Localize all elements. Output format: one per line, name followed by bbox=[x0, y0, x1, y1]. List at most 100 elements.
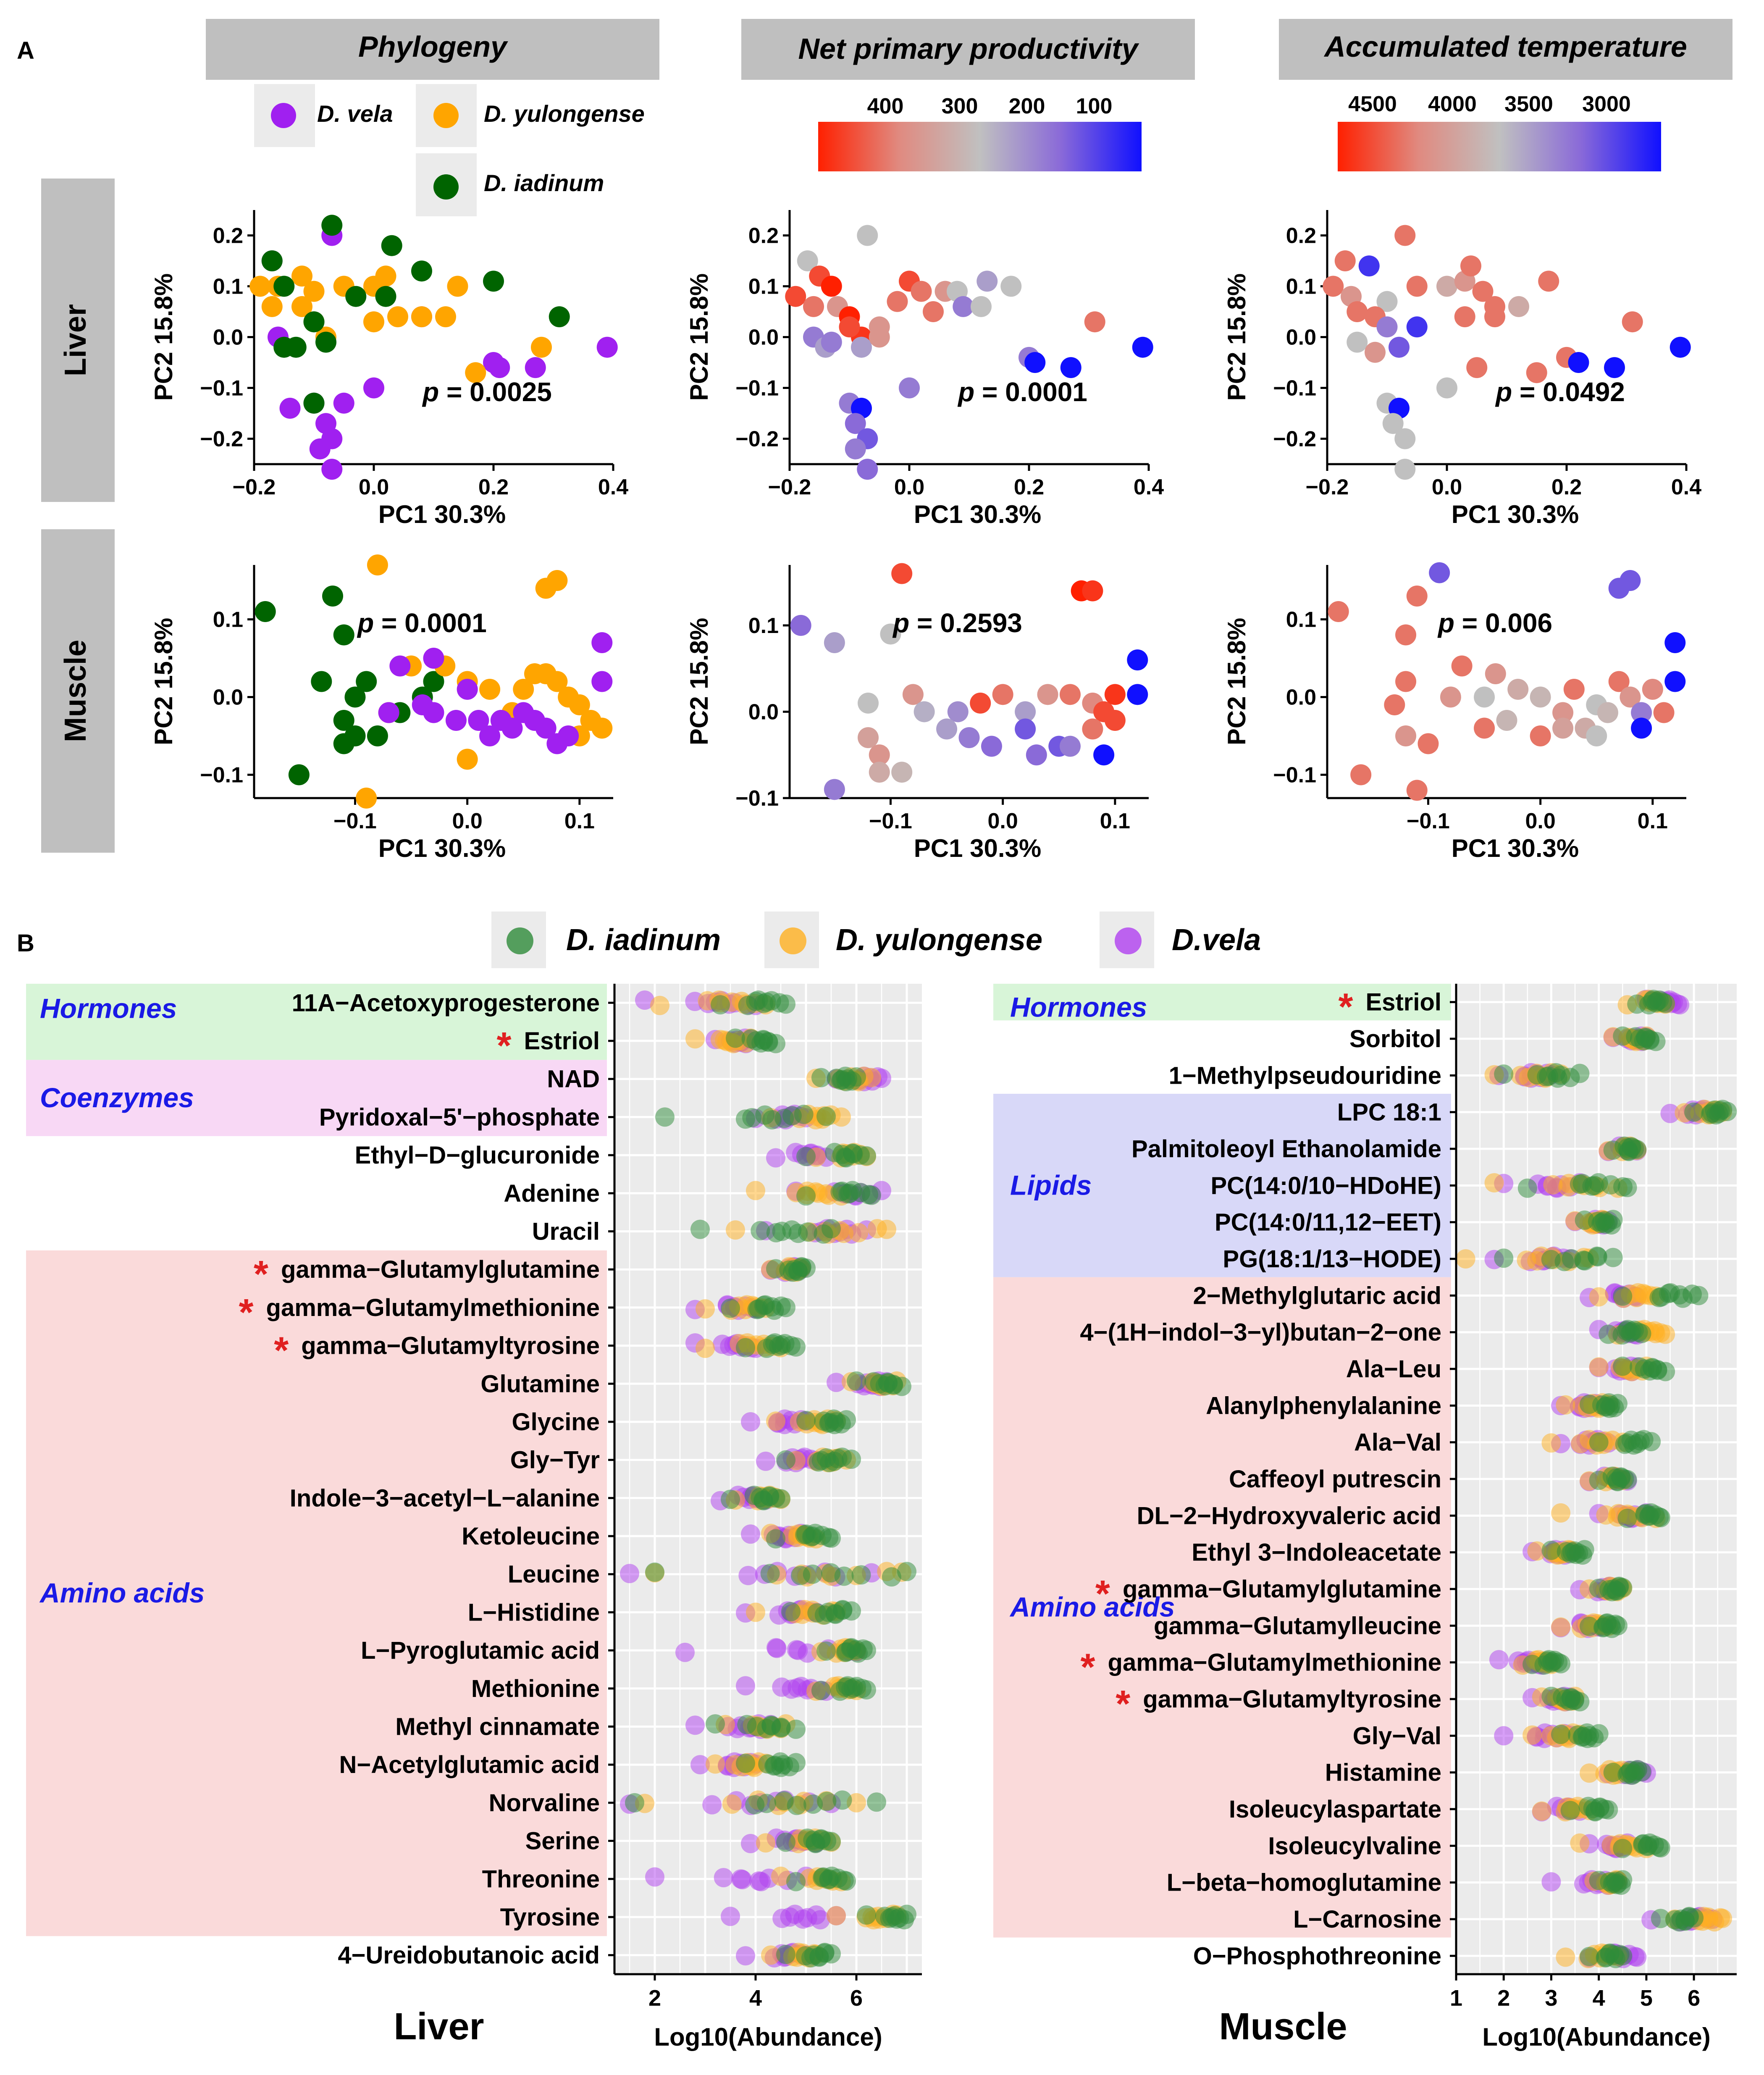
data-point bbox=[321, 459, 343, 480]
data-point bbox=[1127, 684, 1148, 705]
data-point bbox=[363, 311, 384, 333]
abundance-point bbox=[732, 1870, 752, 1889]
abundance-point bbox=[1489, 1650, 1509, 1670]
abundance-point bbox=[645, 1867, 664, 1887]
abundance-point bbox=[776, 1450, 795, 1470]
abundance-point bbox=[1656, 1362, 1675, 1382]
data-point bbox=[489, 357, 510, 378]
abundance-point bbox=[847, 1067, 866, 1087]
data-point bbox=[1508, 296, 1529, 317]
abundance-point bbox=[1494, 1064, 1514, 1084]
data-point bbox=[423, 671, 444, 692]
abundance-point bbox=[776, 1832, 795, 1852]
data-point bbox=[261, 250, 283, 271]
abundance-point bbox=[1589, 1357, 1609, 1377]
abundance-point bbox=[1632, 1324, 1651, 1343]
x-tick-label: −0.2 bbox=[768, 475, 811, 499]
pca-liver-npp: −0.2 0.0 0.2 0.4 0.2 0.1 0.0 −0.1 −0.2 PC1 30.3% P… bbox=[685, 210, 1164, 528]
data-point bbox=[525, 357, 546, 378]
x-axis-title: PC1 30.3% bbox=[1452, 834, 1579, 862]
abundance-point bbox=[767, 1639, 787, 1658]
y-tick-label: −0.1 bbox=[735, 786, 779, 811]
abundance-point bbox=[1494, 1726, 1514, 1746]
data-point bbox=[880, 623, 901, 645]
category-label: Hormones bbox=[40, 993, 177, 1024]
x-tick-label: 5 bbox=[1640, 1986, 1653, 2011]
abundance-point bbox=[816, 1106, 836, 1126]
abundance-point bbox=[892, 1376, 911, 1396]
abundance-point bbox=[1575, 1540, 1594, 1560]
abundance-point bbox=[726, 1028, 745, 1048]
data-point bbox=[1552, 702, 1574, 723]
abundance-point bbox=[832, 1790, 852, 1810]
y-axis-title: PC2 15.8% bbox=[150, 273, 178, 401]
abundance-point bbox=[803, 1830, 823, 1850]
data-point bbox=[803, 296, 824, 317]
row-label-bg-muscle bbox=[41, 529, 115, 853]
abundance-point bbox=[796, 1147, 816, 1166]
data-point bbox=[285, 336, 307, 358]
row-label-bg-liver bbox=[41, 179, 115, 502]
data-point bbox=[976, 271, 998, 292]
abundance-point bbox=[1551, 1725, 1571, 1744]
abundance-point bbox=[766, 1034, 785, 1053]
abundance-point bbox=[849, 1223, 869, 1242]
abundance-point bbox=[1570, 1833, 1590, 1853]
data-point bbox=[797, 250, 818, 271]
data-point bbox=[1347, 301, 1368, 322]
column-title-npp: Net primary productivity bbox=[798, 32, 1139, 65]
y-tick-label: −0.1 bbox=[1273, 763, 1316, 788]
abundance-point bbox=[842, 1601, 861, 1621]
abundance-point bbox=[746, 1602, 765, 1622]
y-tick-label: 0.1 bbox=[213, 608, 243, 632]
abundance-point bbox=[1670, 1285, 1689, 1305]
abundance-point bbox=[1570, 1064, 1590, 1083]
data-point bbox=[1406, 276, 1428, 297]
y-tick-label: 0.1 bbox=[1286, 275, 1316, 299]
metabolite-label: gamma−Glutamyltyrosine bbox=[301, 1332, 600, 1360]
metabolite-label: Caffeoyl putrescin bbox=[1229, 1466, 1441, 1493]
category-label: Amino acids bbox=[39, 1577, 205, 1608]
data-point bbox=[468, 710, 489, 731]
metabolite-label: 2−Methylglutaric acid bbox=[1193, 1282, 1441, 1309]
abundance-point bbox=[1532, 1801, 1551, 1821]
data-point bbox=[992, 684, 1013, 705]
x-tick-label: 0.2 bbox=[1014, 475, 1044, 499]
abundance-point bbox=[1456, 1249, 1475, 1269]
data-point bbox=[1670, 336, 1691, 358]
x-tick-label: 0.4 bbox=[598, 475, 628, 499]
abundance-point bbox=[828, 1449, 848, 1468]
data-point bbox=[288, 764, 310, 785]
metabolite-label: gamma−Glutamylmethionine bbox=[1108, 1649, 1441, 1676]
y-tick-label: −0.2 bbox=[200, 427, 243, 452]
data-point bbox=[953, 296, 974, 317]
data-point bbox=[1466, 357, 1488, 378]
p-value-annotation: p = 0.0025 bbox=[422, 377, 552, 407]
data-point bbox=[1394, 459, 1416, 480]
metabolite-label: Threonine bbox=[482, 1865, 600, 1893]
abundance-point bbox=[857, 1905, 876, 1925]
data-point bbox=[824, 779, 845, 800]
abundance-point bbox=[757, 1719, 777, 1739]
x-tick-label: −0.1 bbox=[1407, 809, 1450, 833]
data-point bbox=[1384, 694, 1405, 715]
metabolite-panel-liver: Hormones Coenzymes Amino acids 2 4 6 Log10(Abu… bbox=[26, 984, 922, 2051]
abundance-point bbox=[788, 1641, 808, 1660]
data-point bbox=[423, 648, 444, 669]
abundance-point bbox=[620, 1564, 639, 1584]
abundance-point bbox=[811, 1681, 831, 1700]
data-point bbox=[858, 692, 879, 714]
abundance-point bbox=[1651, 1909, 1670, 1928]
data-point bbox=[1394, 428, 1416, 449]
data-point bbox=[1631, 717, 1652, 739]
abundance-point bbox=[1717, 1102, 1737, 1122]
abundance-point bbox=[1522, 1725, 1542, 1745]
abundance-point bbox=[822, 1528, 841, 1548]
metabolite-label: Indole−3−acetyl−L−alanine bbox=[290, 1484, 600, 1512]
data-point bbox=[333, 392, 354, 414]
abundance-point bbox=[736, 1338, 755, 1358]
abundance-point bbox=[1560, 1801, 1580, 1820]
abundance-point bbox=[822, 1832, 841, 1852]
data-point bbox=[1526, 362, 1547, 383]
abundance-point bbox=[625, 1793, 644, 1812]
